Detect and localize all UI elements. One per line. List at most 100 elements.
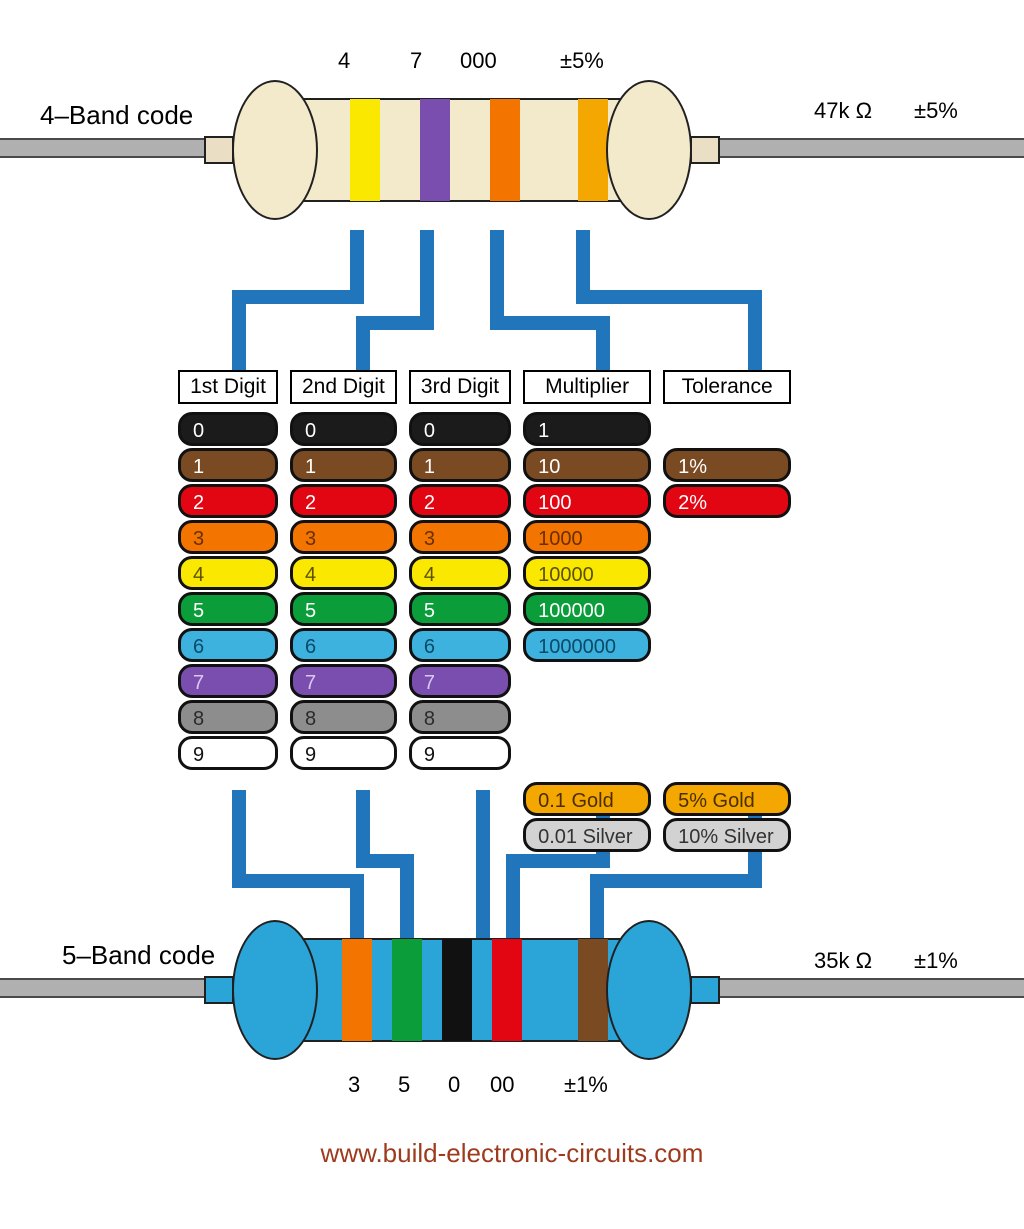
color-chip-yellow: 4 [290, 556, 397, 590]
color-chip-yellow: 4 [409, 556, 511, 590]
color-chip-gold: 5% Gold [663, 782, 791, 816]
column-header: 1st Digit [178, 370, 278, 404]
resistor-end-l [232, 920, 318, 1060]
connector [576, 230, 590, 290]
color-chip-red: 2 [290, 484, 397, 518]
band-2 [490, 99, 520, 201]
wire-right [668, 138, 1024, 158]
color-chip-orange: 1000 [523, 520, 651, 554]
band-1 [392, 939, 422, 1041]
color-chip-brown: 10 [523, 448, 651, 482]
connector [232, 874, 364, 888]
column-tolerance: Tolerance 1%2% 5% Gold10% Silver [663, 370, 791, 854]
color-chip-green: 5 [409, 592, 511, 626]
color-chip-silver: 0.01 Silver [523, 818, 651, 852]
lead-cap-r [690, 136, 720, 164]
column-header: 2nd Digit [290, 370, 397, 404]
color-chip-grey: 8 [409, 700, 511, 734]
color-chip-grey: 8 [290, 700, 397, 734]
lead-cap-r [690, 976, 720, 1004]
top-tol: ±5% [914, 98, 958, 124]
color-chip-violet: 7 [290, 664, 397, 698]
color-chip-silver: 10% Silver [663, 818, 791, 852]
color-chip-brown: 1% [663, 448, 791, 482]
footer-url: www.build-electronic-circuits.com [0, 1138, 1024, 1169]
resistor-end-r [606, 80, 692, 220]
column-digit-3: 3rd Digit0123456789 [409, 370, 511, 854]
color-chip-red: 100 [523, 484, 651, 518]
column-header: Tolerance [663, 370, 791, 404]
color-chip-gold: 0.1 Gold [523, 782, 651, 816]
color-table: 1st Digit01234567892nd Digit01234567893r… [178, 370, 791, 854]
bottom-band-1: 5 [398, 1072, 410, 1098]
color-chip-orange: 3 [290, 520, 397, 554]
resistor-end-l [232, 80, 318, 220]
band-4 [578, 939, 608, 1041]
color-chip-black: 0 [409, 412, 511, 446]
color-chip-white: 9 [409, 736, 511, 770]
column-multiplier: Multiplier 1101001000100001000001000000 0.… [523, 370, 651, 854]
resistor-5band [232, 920, 692, 1060]
color-chip-white: 9 [290, 736, 397, 770]
band-3 [492, 939, 522, 1041]
color-chip-orange: 3 [178, 520, 278, 554]
color-chip-red: 2 [409, 484, 511, 518]
resistor-end-r [606, 920, 692, 1060]
connector [576, 290, 762, 304]
band-0 [350, 99, 380, 201]
color-chip-cyan: 6 [290, 628, 397, 662]
column-digit-2: 2nd Digit 0123456789 [290, 370, 397, 854]
color-chip-yellow: 4 [178, 556, 278, 590]
resistor-4band [232, 80, 692, 220]
color-chip-black: 1 [523, 412, 651, 446]
top-band-2: 000 [460, 48, 497, 74]
color-chip-red: 2% [663, 484, 791, 518]
color-chip-brown: 1 [290, 448, 397, 482]
bottom-band-3: 00 [490, 1072, 514, 1098]
band-3 [578, 99, 608, 201]
color-chip-yellow: 10000 [523, 556, 651, 590]
band-1 [420, 99, 450, 201]
color-chip-cyan: 1000000 [523, 628, 651, 662]
top-band-0: 4 [338, 48, 350, 74]
color-chip-black: 0 [290, 412, 397, 446]
color-chip-brown: 1 [409, 448, 511, 482]
bottom-band-2: 0 [448, 1072, 460, 1098]
color-chip-white: 9 [178, 736, 278, 770]
lead-cap-l [204, 136, 234, 164]
bottom-tol: ±1% [914, 948, 958, 974]
color-chip-cyan: 6 [178, 628, 278, 662]
column-header: Multiplier [523, 370, 651, 404]
column-header: 3rd Digit [409, 370, 511, 404]
color-chip-green: 5 [178, 592, 278, 626]
diagram-canvas: 4–Band code 4 7 000 ±5% 47k Ω ±5% 1st Di… [0, 0, 1024, 1229]
top-band-3: ±5% [560, 48, 604, 74]
color-chip-cyan: 6 [409, 628, 511, 662]
connector [232, 290, 364, 304]
band-0 [342, 939, 372, 1041]
connector [350, 230, 364, 290]
color-chip-grey: 8 [178, 700, 278, 734]
connector [420, 230, 434, 316]
wire-right-2 [668, 978, 1024, 998]
color-chip-green: 100000 [523, 592, 651, 626]
color-chip-green: 5 [290, 592, 397, 626]
bottom-band-0: 3 [348, 1072, 360, 1098]
color-chip-violet: 7 [178, 664, 278, 698]
bottom-value: 35k Ω [814, 948, 872, 974]
bottom-label-5band: 5–Band code [62, 940, 215, 971]
band-2 [442, 939, 472, 1041]
connector [490, 316, 610, 330]
color-chip-brown: 1 [178, 448, 278, 482]
color-chip-red: 2 [178, 484, 278, 518]
connector [506, 854, 610, 868]
column-digit-1: 1st Digit0123456789 [178, 370, 278, 854]
connector [590, 874, 762, 888]
top-value: 47k Ω [814, 98, 872, 124]
color-chip-violet: 7 [409, 664, 511, 698]
connector [490, 230, 504, 316]
bottom-band-4: ±1% [564, 1072, 608, 1098]
lead-cap-l [204, 976, 234, 1004]
top-label-4band: 4–Band code [40, 100, 193, 131]
top-band-1: 7 [410, 48, 422, 74]
